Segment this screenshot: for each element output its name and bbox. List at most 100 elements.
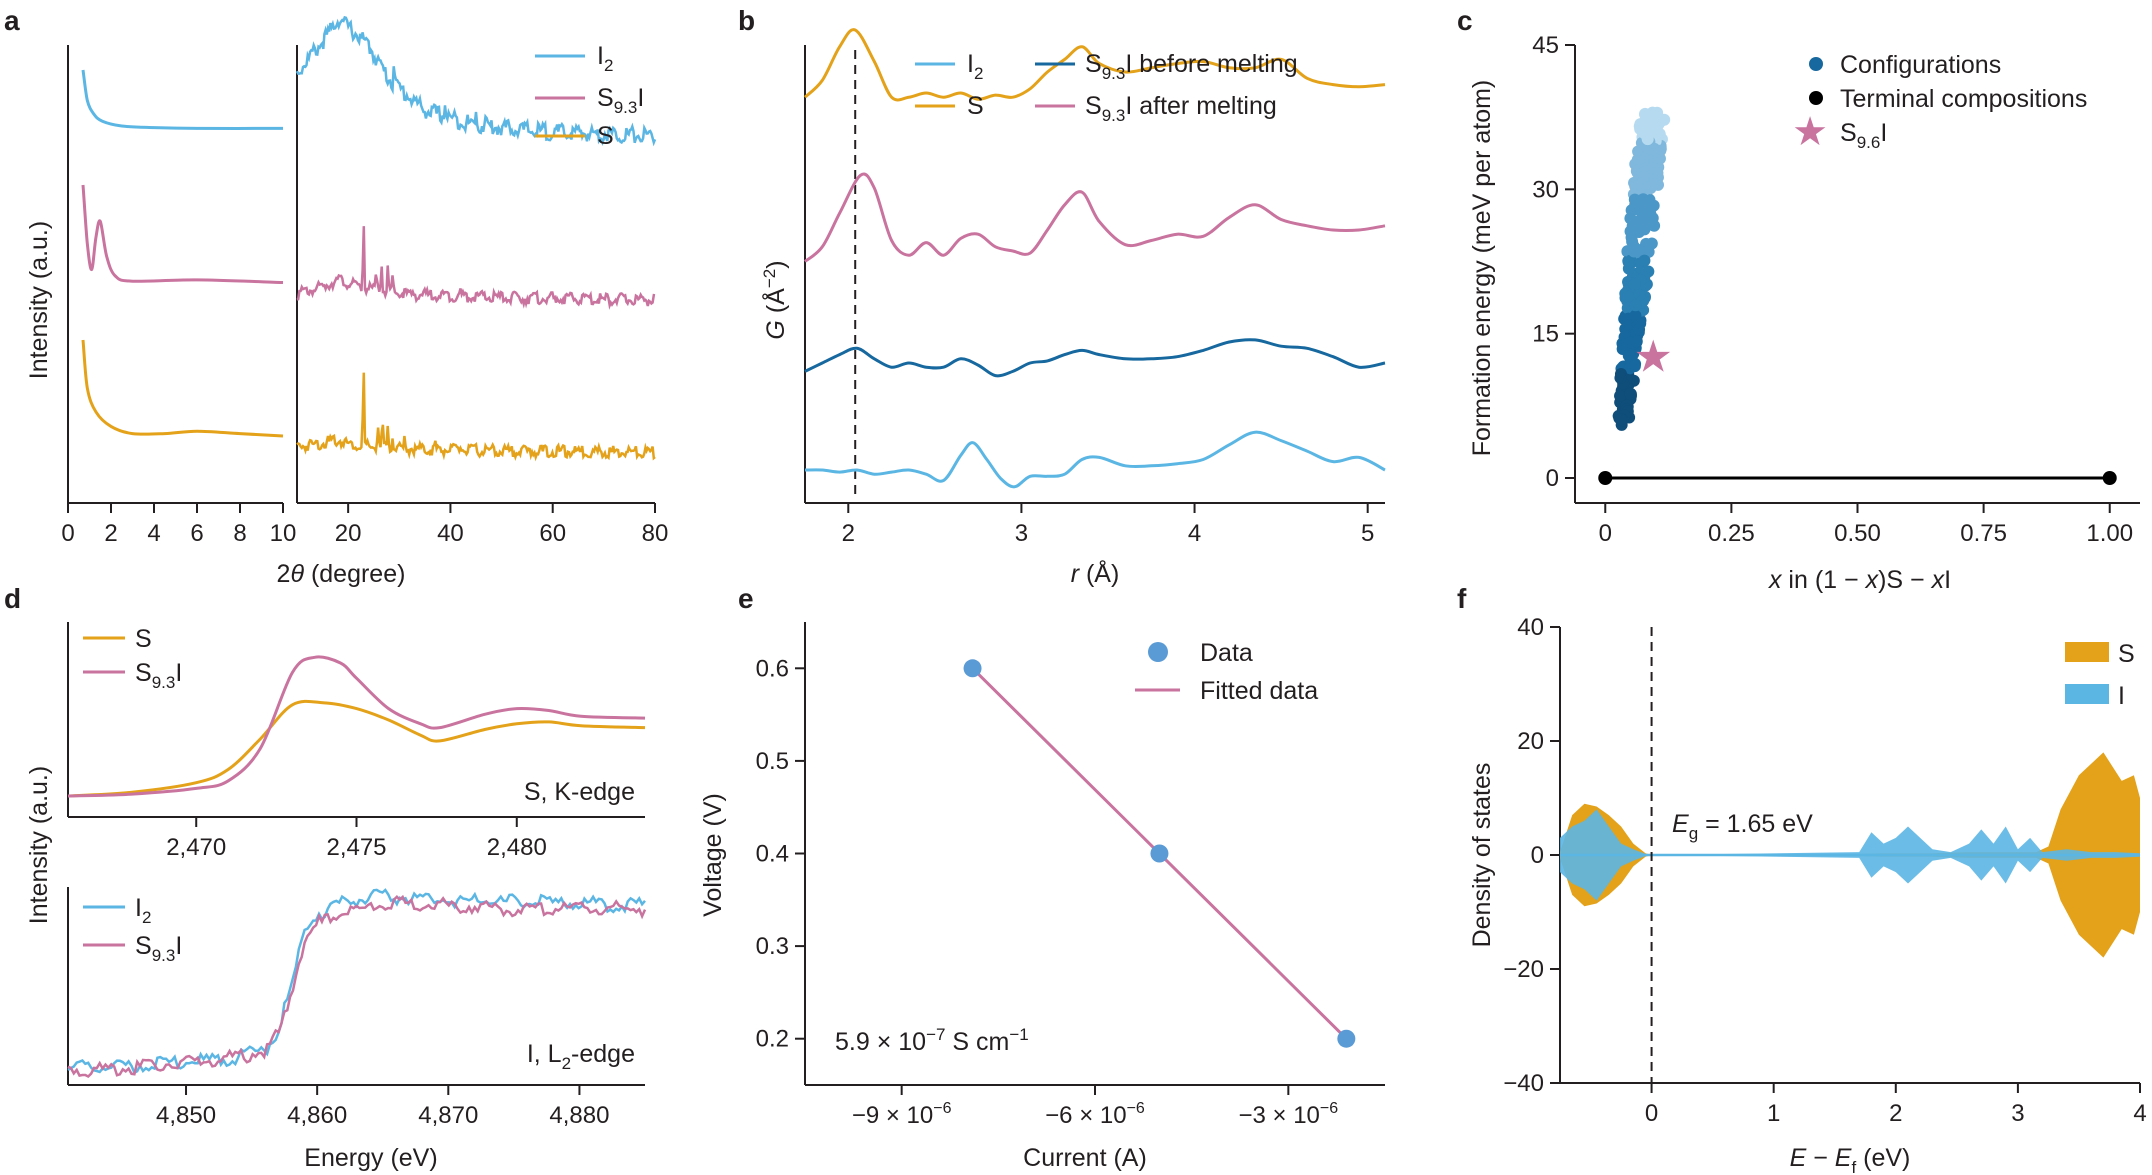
panel-c-config-point: [1628, 278, 1641, 291]
panel-c-label: c: [1457, 5, 1473, 36]
panel-f-ylabel: Density of states: [1468, 763, 1496, 948]
panel-d-label: d: [4, 583, 21, 614]
panel-c-config-point: [1648, 113, 1661, 126]
panel-f-label: f: [1457, 583, 1467, 614]
panel-a-xtick-r2-label: 60: [539, 520, 566, 547]
legend-label-s: S: [597, 122, 614, 150]
panel-f-ytick-0-label: −40: [1503, 1070, 1544, 1097]
legend-label-s93i: S9.3I: [135, 659, 182, 692]
panel-c-ytick-3-label: 45: [1532, 32, 1559, 59]
panel-a: a Intensity (a.u.) 0 2 4 6 8 10 20 40 60 80 2θ (d…: [4, 5, 668, 588]
panel-a-series-left-2: [81, 339, 284, 438]
panel-a-xtick-r1-label: 40: [437, 520, 464, 547]
panel-c-config-point: [1615, 413, 1628, 426]
legend-label-terminal: Terminal compositions: [1840, 85, 2087, 113]
panel-a-xtick-2-label: 4: [147, 520, 160, 547]
panel-c-config-point: [1646, 178, 1659, 191]
panel-f-xtick-1-label: 1: [1767, 1100, 1780, 1127]
panel-f-xtick-2-label: 2: [1889, 1100, 1902, 1127]
panel-a-xtick-4-label: 8: [233, 520, 246, 547]
legend-label-i2: I2: [597, 42, 613, 75]
panel-e-ytick-0-label: 0.2: [756, 1026, 789, 1053]
panel-c-config-point: [1631, 166, 1644, 179]
panel-c-terminal-point-1: [2102, 471, 2117, 485]
panel-c-config-point: [1631, 153, 1644, 166]
panel-c-config-point: [1624, 387, 1637, 400]
legend-marker-terminal: [1809, 91, 1823, 105]
panel-d-bottom-xtick-3-label: 4,880: [549, 1102, 609, 1129]
panel-e-xlabel: Current (A): [1023, 1144, 1147, 1172]
panel-f-plot: 0 1 2 3 4 −40 −20 0 20 40: [1503, 614, 2146, 1127]
panel-b-xtick-0-label: 2: [842, 520, 855, 547]
panel-f-ytick-4-label: 40: [1517, 614, 1544, 641]
panel-c-config-point: [1637, 193, 1650, 206]
panel-d-bottom-xtick-1-label: 4,860: [287, 1102, 347, 1129]
legend-marker-configurations: [1809, 57, 1823, 71]
panel-d-bottom-xtick-0-label: 4,850: [156, 1102, 216, 1129]
panel-f-xtick-4-label: 4: [2133, 1100, 2146, 1127]
panel-c-config-point: [1647, 199, 1660, 212]
panel-c-legend: Configurations Terminal compositions ★ S…: [1792, 51, 2087, 154]
panel-c-config-point: [1629, 309, 1642, 322]
legend-label-s93i: S9.3I: [597, 84, 644, 117]
panel-a-label: a: [4, 5, 20, 36]
panel-f-xtick-3-label: 3: [2011, 1100, 2024, 1127]
panel-d-bottom-note: I, L2-edge: [527, 1040, 635, 1073]
legend-label-s96i: S9.6I: [1840, 119, 1887, 152]
panel-c-xtick-2-label: 0.50: [1834, 520, 1881, 547]
panel-c: c Formation energy (meV per atom) 0 0.25 0…: [1457, 5, 2140, 594]
panel-b-xtick-2-label: 4: [1188, 520, 1201, 547]
panel-d-top-xtick-2-label: 2,480: [487, 834, 547, 861]
panel-d-bottom-series-1: [67, 894, 647, 1079]
panel-c-config-point: [1622, 290, 1635, 303]
panel-c-terminal-point-0: [1598, 471, 1613, 485]
panel-a-xtick-0-label: 0: [61, 520, 74, 547]
panel-c-xlabel: x in (1 − x)S − xI: [1768, 566, 1951, 594]
legend-label-configurations: Configurations: [1840, 51, 2001, 79]
panel-e-data-point-2: [1337, 1029, 1356, 1048]
panel-e-ytick-4-label: 0.6: [756, 655, 789, 682]
legend-swatch-i: [2065, 684, 2109, 704]
panel-f-ytick-1-label: −20: [1503, 956, 1544, 983]
panel-c-config-point: [1633, 323, 1646, 336]
panel-f-ytick-3-label: 20: [1517, 728, 1544, 755]
panel-e-label: e: [738, 583, 754, 614]
panel-a-series-right-2: [296, 372, 656, 462]
panel-c-config-point: [1623, 256, 1636, 269]
panel-c-ylabel: Formation energy (meV per atom): [1468, 80, 1496, 457]
panel-c-config-point: [1651, 166, 1664, 179]
panel-e-xtick-1-label: −6 × 10−6: [1045, 1100, 1145, 1129]
panel-c-config-point: [1635, 213, 1648, 226]
panel-c-config-point: [1628, 360, 1641, 373]
panel-c-xtick-3-label: 0.75: [1960, 520, 2007, 547]
panel-f-ytick-2-label: 0: [1531, 842, 1544, 869]
panel-c-plot: 0 0.25 0.50 0.75 1.00 0 15 30 45 ★: [1532, 32, 2140, 547]
panel-c-config-point: [1614, 389, 1627, 402]
legend-label-i2: I2: [135, 894, 151, 927]
panel-b-legend: I2 S S9.3I before melting S9.3I after me…: [915, 50, 1298, 125]
panel-f-xlabel: E − Ef (eV): [1790, 1144, 1911, 1175]
panel-c-config-point: [1640, 237, 1653, 250]
panel-b-label: b: [738, 5, 755, 36]
panel-b-xtick-3-label: 5: [1361, 520, 1374, 547]
panel-d-bottom-xtick-2-label: 4,870: [418, 1102, 478, 1129]
panel-e-ytick-2-label: 0.4: [756, 841, 789, 868]
panel-d-bottom-legend: I2 S9.3I: [83, 894, 182, 965]
panel-c-xtick-4-label: 1.00: [2086, 520, 2133, 547]
legend-marker-data: [1148, 642, 1168, 662]
panel-e-xtick-0-label: −9 × 10−6: [852, 1100, 952, 1129]
panel-e-legend: Data Fitted data: [1135, 639, 1318, 705]
panel-c-star-point: ★: [1633, 333, 1672, 382]
panel-c-config-point: [1630, 335, 1643, 348]
panel-a-plot: 0 2 4 6 8 10 20 40 60 80: [61, 15, 668, 547]
panel-d-top-series-1: [67, 655, 646, 798]
panel-b-xlabel: r (Å): [1071, 558, 1120, 588]
panel-d-top-note: S, K-edge: [524, 778, 635, 806]
panel-a-series-right-1: [296, 226, 656, 310]
panel-c-config-point: [1651, 145, 1664, 158]
panel-c-config-point: [1639, 124, 1652, 137]
panel-a-xtick-3-label: 6: [190, 520, 203, 547]
panel-e-xtick-2-label: −3 × 10−6: [1238, 1100, 1338, 1129]
panel-d-top-plot: 2,470 2,475 2,480: [67, 622, 646, 861]
